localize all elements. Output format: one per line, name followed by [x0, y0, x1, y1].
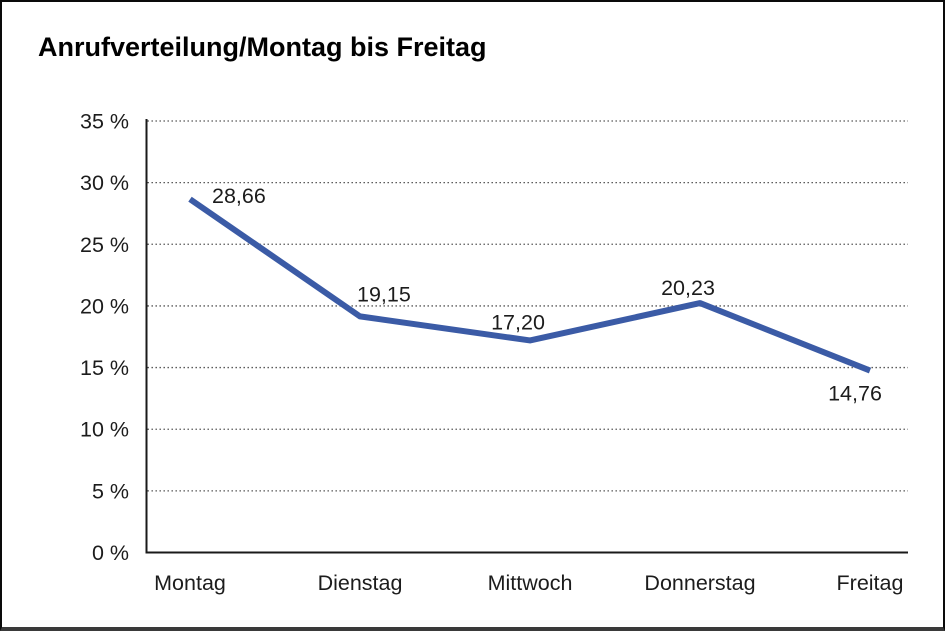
data-point-label: 20,23: [661, 276, 715, 300]
x-category-label: Freitag: [837, 571, 904, 595]
x-category-label: Donnerstag: [644, 571, 755, 595]
data-point-label: 28,66: [212, 184, 266, 208]
data-series-line: [188, 196, 872, 374]
y-tick-label: 5 %: [92, 479, 129, 503]
data-point-label: 14,76: [828, 382, 882, 406]
y-tick-label: 20 %: [80, 294, 129, 318]
chart-title: Anrufverteilung/Montag bis Freitag: [38, 32, 487, 62]
y-tick-label: 15 %: [80, 356, 129, 380]
y-tick-label: 10 %: [80, 418, 129, 442]
y-tick-label: 25 %: [80, 233, 129, 257]
y-tick-label: 0 %: [92, 541, 129, 565]
data-point-label: 19,15: [357, 282, 411, 306]
x-category-label: Dienstag: [318, 571, 403, 595]
y-tick-label: 30 %: [80, 171, 129, 195]
x-category-label: Mittwoch: [488, 571, 573, 595]
data-point-label: 17,20: [491, 310, 545, 334]
y-tick-label: 35 %: [80, 110, 129, 134]
x-category-label: Montag: [154, 571, 226, 595]
